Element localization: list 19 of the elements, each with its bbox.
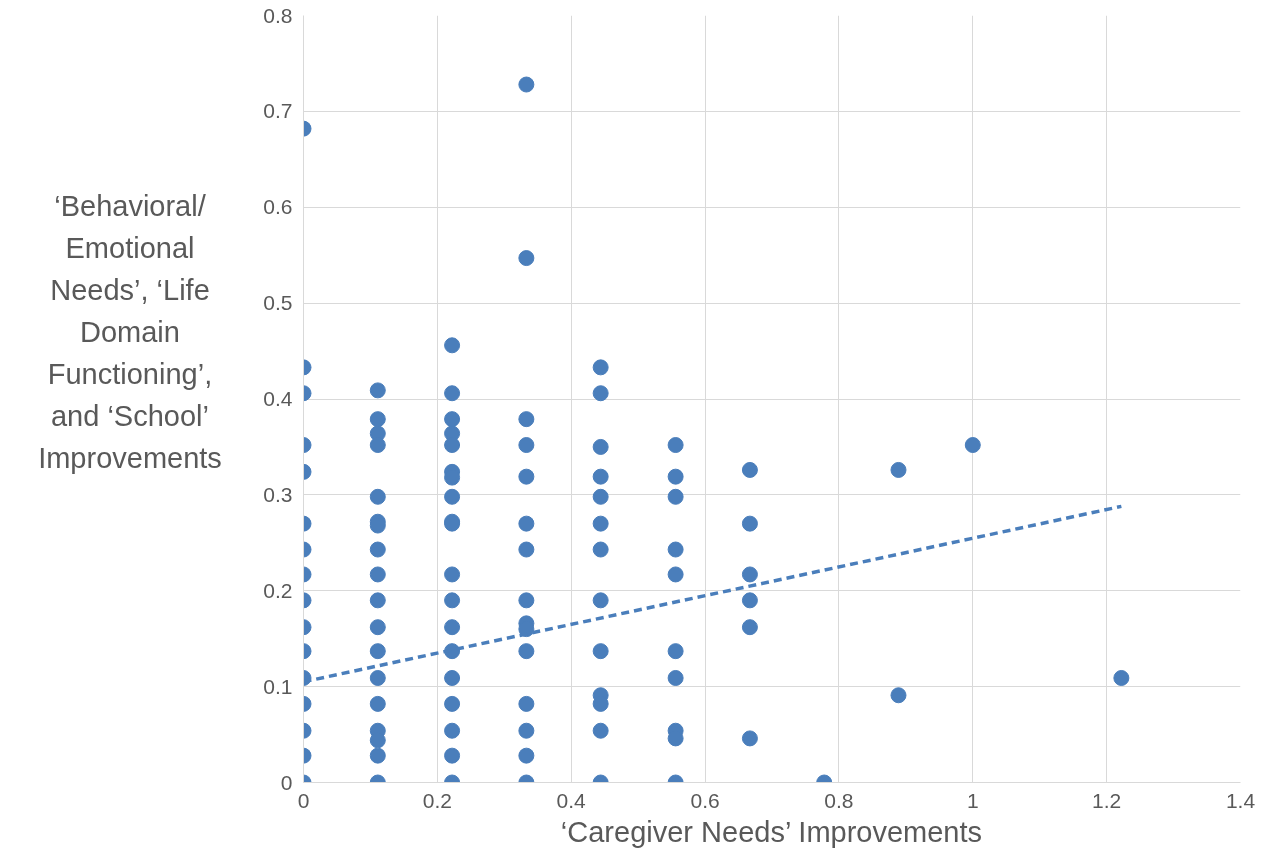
y-tick-label: 0.8: [263, 3, 293, 27]
x-tick-label: 0.8: [824, 788, 854, 812]
x-tick-label: 1: [966, 788, 979, 812]
y-tick-label: 0: [280, 770, 293, 794]
x-axis-title: ‘Caregiver Needs’ Improvements: [560, 815, 983, 848]
x-tick-label: 1.2: [1092, 788, 1122, 812]
y-tick-label: 0.2: [263, 578, 293, 602]
x-tick-label: 0: [297, 788, 310, 812]
y-tick-label: 0.1: [263, 674, 293, 698]
y-tick-label: 0.3: [263, 482, 293, 506]
x-tick-label: 0.2: [422, 788, 452, 812]
y-tick-label: 0.6: [263, 195, 293, 219]
x-tick-label: 1.4: [1225, 788, 1256, 812]
y-tick-label: 0.7: [263, 99, 293, 123]
y-axis-title: ‘Behavioral/ Emotional Needs’, ‘Life Domain Functioning’, and ‘School’ Improvements: [38, 189, 222, 477]
y-tick-label: 0.5: [263, 291, 293, 315]
x-tick-label: 0.6: [690, 788, 720, 812]
x-tick-label: 0.4: [556, 788, 587, 812]
y-tick-label: 0.4: [263, 387, 293, 410]
